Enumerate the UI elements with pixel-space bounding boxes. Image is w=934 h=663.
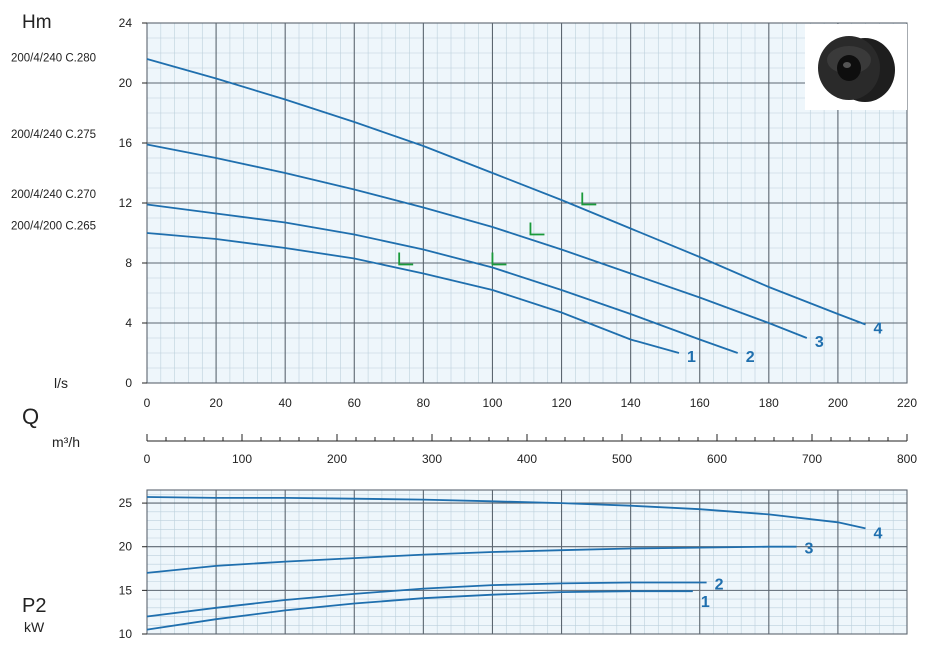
head-x-tick-label: 120 (552, 396, 572, 410)
head-y-tick-label: 20 (119, 76, 133, 90)
flow-tick-label: 100 (232, 452, 252, 466)
pump-impeller-shine (843, 62, 851, 68)
power-chart: 10 15 20 25 P2 kW 12 3 4 (22, 489, 908, 641)
head-x-tick-label: 80 (417, 396, 431, 410)
power-y-tick-label: 25 (119, 496, 133, 510)
power-curve-1 (146, 590, 693, 631)
flow-axis-title: Q (22, 404, 39, 429)
bep-marker-2 (491, 252, 507, 266)
power-curve-2 (146, 581, 707, 618)
flow-tick-label: 200 (327, 452, 347, 466)
head-y-tick-label: 16 (119, 136, 133, 150)
flow-unit-label: m³/h (52, 434, 80, 450)
head-x-tick-label: 220 (897, 396, 917, 410)
model-label: 200/4/240 C.270 (11, 189, 96, 201)
flow-tick-label: 400 (517, 452, 537, 466)
flow-tick-label: 600 (707, 452, 727, 466)
pump-impeller-hub (837, 55, 861, 81)
power-y-tick-label: 20 (119, 540, 133, 554)
head-x-tick-label: 100 (482, 396, 502, 410)
power-curve-3 (146, 545, 797, 574)
flow-tick-label: 800 (897, 452, 917, 466)
bep-marker-4 (581, 192, 597, 206)
head-x-tick-label: 0 (144, 396, 151, 410)
model-label: 200/4/240 C.280 (11, 53, 96, 65)
power-y-unit-label: kW (24, 619, 45, 635)
head-x-unit-label: l/s (54, 375, 68, 391)
head-curve-2 (146, 203, 739, 354)
model-label: 200/4/200 C.265 (11, 221, 96, 233)
head-curve-label-4: 4 (874, 321, 883, 338)
head-curve-3 (146, 143, 808, 339)
flow-m3h-axis: 0 100 200 300 400 500 600 700 800 m³/h (52, 434, 917, 466)
power-curve-label-2: 2 (715, 577, 724, 594)
flow-tick-label: 700 (802, 452, 822, 466)
head-x-tick-label: 40 (279, 396, 293, 410)
power-curve-4 (146, 496, 866, 530)
head-y-tick-label: 24 (119, 16, 133, 30)
head-y-tick-label: 12 (119, 196, 133, 210)
head-x-tick-label: 160 (690, 396, 710, 410)
model-label: 200/4/240 C.275 (11, 129, 96, 141)
power-curve-label-3: 3 (804, 541, 813, 558)
power-y-axis-title: P2 (22, 595, 46, 617)
head-curve-label-2: 2 (746, 349, 755, 366)
bep-marker-1 (398, 252, 414, 266)
head-y-tick-label: 4 (125, 316, 132, 330)
power-plot-border (146, 489, 908, 635)
head-x-tick-label: 180 (759, 396, 779, 410)
head-curve-label-1: 1 (687, 349, 696, 366)
head-x-tick-label: 140 (621, 396, 641, 410)
head-curve-label-3: 3 (815, 334, 824, 351)
pump-photo (805, 24, 907, 110)
head-x-tick-label: 60 (348, 396, 362, 410)
head-x-tick-label: 200 (828, 396, 848, 410)
head-y-axis-title: Hm (22, 12, 52, 33)
flow-tick-label: 0 (144, 452, 151, 466)
head-curve-4 (146, 58, 866, 326)
power-curve-label-1: 1 (701, 594, 710, 611)
head-y-tick-label: 8 (125, 256, 132, 270)
head-y-tick-label: 0 (125, 376, 132, 390)
flow-tick-label: 300 (422, 452, 442, 466)
power-y-tick-label: 15 (119, 583, 133, 597)
bep-marker-3 (529, 222, 545, 236)
flow-tick-label: 500 (612, 452, 632, 466)
head-curve-1 (146, 232, 680, 354)
head-x-tick-label: 20 (209, 396, 223, 410)
power-y-tick-label: 10 (119, 627, 133, 641)
power-curve-label-4: 4 (874, 525, 883, 542)
